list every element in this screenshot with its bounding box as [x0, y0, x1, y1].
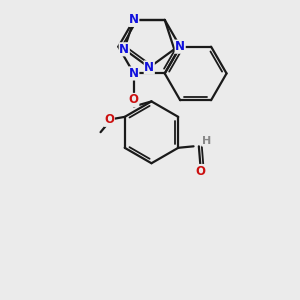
Text: O: O [129, 93, 139, 106]
Text: N: N [119, 43, 129, 56]
Text: N: N [144, 61, 154, 74]
Text: N: N [175, 40, 185, 53]
Text: N: N [129, 14, 139, 26]
Text: H: H [202, 136, 211, 146]
Text: O: O [104, 113, 114, 126]
Text: O: O [195, 165, 205, 178]
Text: N: N [129, 67, 139, 80]
